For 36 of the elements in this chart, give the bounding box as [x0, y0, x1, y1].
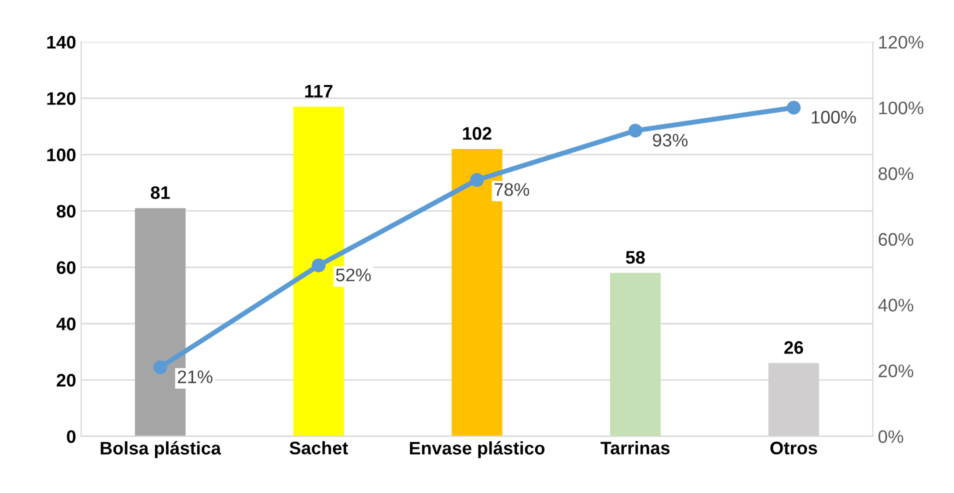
y2-tick-label: 20% — [878, 364, 914, 378]
data-label: 78% — [494, 183, 530, 196]
x-tick-label: Envase plástico — [410, 441, 545, 458]
y-tick-label: 0 — [66, 430, 76, 444]
data-label: 58 — [626, 251, 645, 264]
x-tick-label: Bolsa plástica — [100, 441, 222, 458]
y2-tick-label: 0% — [878, 430, 904, 444]
point — [153, 360, 168, 374]
data-label: 81 — [150, 186, 170, 199]
x-tick-label: Otros — [770, 442, 818, 454]
y2-tick-label: 100% — [879, 102, 924, 114]
x-tick-label: Sachet — [290, 441, 348, 454]
y-tick-label: 20 — [56, 374, 76, 387]
x-tick-label: Tarrinas — [600, 441, 670, 454]
y-tick-label: 100 — [47, 148, 76, 162]
y2-tick-label: 40% — [878, 298, 914, 312]
y2-tick-label: 120% — [879, 36, 924, 49]
y-tick-label: 60 — [56, 261, 76, 274]
y-tick-label: 80 — [56, 204, 76, 218]
point — [312, 258, 326, 272]
data-label: 93% — [652, 134, 688, 147]
data-label: 26 — [784, 341, 804, 354]
y-tick-label: 40 — [56, 318, 76, 330]
data-label: 102 — [463, 127, 492, 140]
data-label: 117 — [305, 84, 332, 98]
y2-tick-label: 80% — [878, 167, 914, 180]
point — [628, 124, 642, 138]
data-label: 52% — [336, 268, 371, 282]
bar — [610, 272, 661, 436]
y-tick-label: 140 — [47, 36, 76, 49]
y-tick-label: 120 — [47, 92, 76, 105]
data-label: 100% — [812, 110, 856, 124]
y2-tick-label: 60% — [878, 233, 914, 246]
data-label: 21% — [178, 370, 212, 384]
point — [470, 173, 484, 187]
point — [786, 100, 801, 115]
